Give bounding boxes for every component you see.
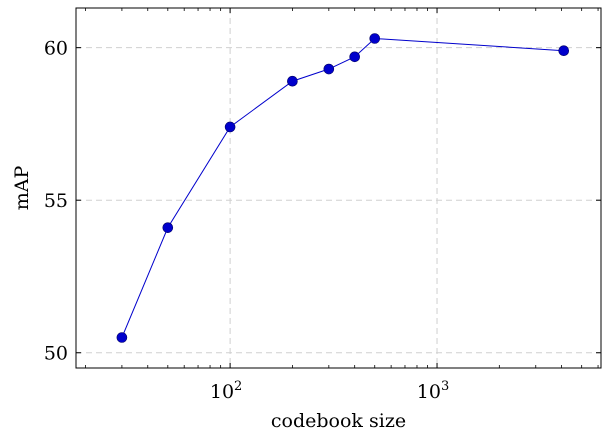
y-tick-label: 60 (44, 38, 68, 60)
data-point (369, 33, 381, 44)
data-point (116, 332, 128, 343)
axis-ticks: 50 55 60 102 103 (44, 8, 601, 403)
grid-lines (76, 8, 601, 368)
y-tick-label: 55 (44, 190, 68, 212)
x-tick-label: 102 (210, 379, 242, 403)
data-point (349, 51, 360, 63)
y-axis-label: mAP (11, 166, 33, 211)
series-line (121, 37, 564, 338)
x-tick-label: 103 (417, 379, 449, 403)
data-point (287, 75, 298, 87)
data-point (162, 222, 174, 233)
data-point (558, 45, 570, 57)
y-tick-label: 50 (44, 343, 68, 365)
plot-area-frame (75, 7, 602, 369)
data-point (224, 121, 236, 133)
x-axis-label: codebook size (271, 410, 406, 432)
data-point (323, 63, 335, 75)
series-layer (116, 33, 570, 343)
